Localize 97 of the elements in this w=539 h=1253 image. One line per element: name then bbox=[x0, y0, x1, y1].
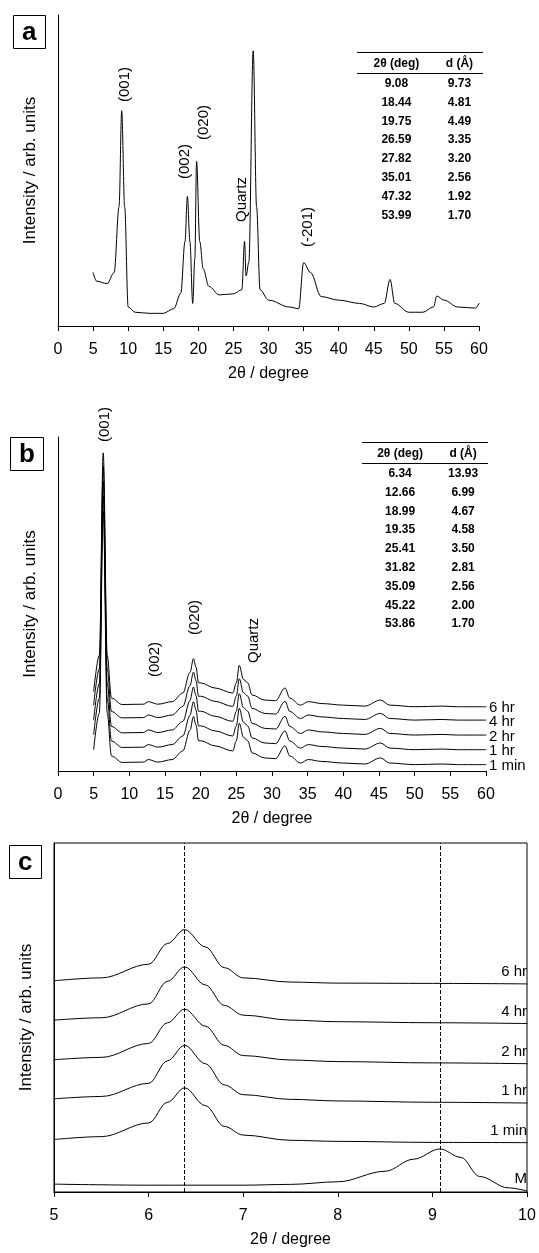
annotation: 26.59 bbox=[380, 131, 413, 149]
annotation: d (Å) bbox=[438, 442, 488, 464]
annotation: 6.99 bbox=[450, 483, 476, 501]
x-tick-label: 0 bbox=[53, 784, 63, 802]
annotation: 18.99 bbox=[384, 502, 417, 520]
annotation: 25.41 bbox=[384, 540, 417, 558]
annotation: 47.32 bbox=[380, 187, 413, 205]
annotation: 19.35 bbox=[384, 521, 417, 539]
x-tick-label: 20 bbox=[191, 784, 210, 802]
annotation: 1.70 bbox=[450, 615, 476, 633]
annotation: 2.56 bbox=[446, 169, 473, 186]
chart-title: c bbox=[18, 846, 33, 876]
x-tick-label: 15 bbox=[156, 784, 174, 802]
annotation: (-201) bbox=[297, 206, 315, 247]
x-tick-label: 40 bbox=[329, 339, 348, 357]
annotation: 13.93 bbox=[447, 465, 480, 482]
annotation: 18.44 bbox=[380, 93, 413, 111]
x-tick-label: 5 bbox=[88, 339, 98, 357]
annotation: 2.81 bbox=[450, 559, 476, 576]
annotation: 35.09 bbox=[384, 577, 417, 595]
annotation: 53.86 bbox=[384, 615, 417, 633]
x-tick-label: 9 bbox=[427, 1205, 437, 1223]
series-label: 6 hr bbox=[501, 961, 527, 979]
annotation: 2.56 bbox=[450, 577, 476, 595]
x-axis-title: 2θ / degree bbox=[250, 1229, 332, 1247]
chart-title: a bbox=[22, 16, 37, 46]
x-tick-label: 35 bbox=[298, 784, 317, 802]
annotation: (001) bbox=[114, 66, 132, 102]
x-tick-label: 45 bbox=[370, 784, 388, 802]
x-axis-title: 2θ / degree bbox=[231, 808, 313, 826]
x-tick-label: 6 bbox=[144, 1205, 154, 1223]
annotation: 53.99 bbox=[380, 206, 413, 224]
text: (001) bbox=[94, 406, 112, 442]
x-axis-title: 2θ / degree bbox=[228, 363, 310, 381]
annotation: 19.75 bbox=[380, 112, 413, 130]
x-tick-label: 55 bbox=[441, 784, 460, 802]
annotation: 9.08 bbox=[383, 75, 410, 92]
annotation: 3.50 bbox=[450, 540, 476, 558]
x-tick-label: 10 bbox=[518, 1205, 536, 1223]
x-tick-label: 50 bbox=[399, 339, 418, 357]
annotation: (002) bbox=[144, 641, 162, 677]
annotation: (020) bbox=[184, 599, 202, 635]
annotation: 2.00 bbox=[450, 596, 476, 614]
y-axis-title: Intensity / arb. units bbox=[20, 96, 39, 245]
annotation: 35.01 bbox=[380, 169, 413, 186]
annotation: 12.66 bbox=[384, 483, 417, 501]
x-tick-label: 25 bbox=[224, 339, 243, 357]
annotation: 4.67 bbox=[450, 502, 476, 520]
series-label: 1 hr bbox=[489, 741, 515, 759]
x-tick-label: 0 bbox=[53, 339, 63, 357]
annotation: 2θ (deg) bbox=[362, 442, 439, 464]
x-tick-label: 15 bbox=[154, 339, 173, 357]
annotation: 4.58 bbox=[450, 521, 476, 539]
series-label: 1 hr bbox=[501, 1081, 527, 1099]
annotation: Quartz bbox=[243, 617, 261, 663]
x-tick-label: 45 bbox=[364, 339, 383, 357]
x-tick-label: 55 bbox=[435, 339, 453, 357]
annotation: d (Å) bbox=[435, 52, 483, 74]
annotation: (020) bbox=[193, 104, 211, 140]
x-tick-label: 10 bbox=[120, 784, 139, 802]
series-label: 2 hr bbox=[501, 1041, 527, 1059]
x-tick-label: 7 bbox=[238, 1205, 248, 1223]
x-tick-label: 35 bbox=[294, 339, 313, 357]
annotation: Quartz bbox=[231, 176, 249, 222]
series-label: 4 hr bbox=[501, 1001, 527, 1019]
annotation: 1.70 bbox=[446, 206, 473, 224]
annotation: (002) bbox=[174, 143, 192, 179]
x-tick-label: 50 bbox=[405, 784, 424, 802]
x-tick-label: 30 bbox=[259, 339, 278, 357]
x-tick-label: 5 bbox=[49, 1205, 59, 1223]
x-tick-label: 60 bbox=[477, 784, 495, 802]
annotation: 4.81 bbox=[446, 93, 473, 111]
x-tick-label: 25 bbox=[227, 784, 246, 802]
annotation: 9.73 bbox=[446, 75, 473, 92]
chart-title: b bbox=[19, 438, 35, 468]
annotation: 2θ (deg) bbox=[357, 52, 436, 74]
series-label: 1 min bbox=[490, 1120, 527, 1138]
y-axis-title: Intensity / arb. units bbox=[16, 943, 35, 1092]
series-label: 1 min bbox=[489, 756, 526, 774]
x-tick-label: 30 bbox=[263, 784, 281, 802]
annotation: 6.34 bbox=[387, 465, 413, 482]
annotation: 1.92 bbox=[446, 187, 473, 205]
annotation: 45.22 bbox=[384, 596, 417, 614]
series-label: 2 hr bbox=[489, 726, 515, 744]
x-tick-label: 60 bbox=[470, 339, 488, 357]
annotation: 27.82 bbox=[380, 150, 413, 168]
x-tick-label: 10 bbox=[119, 339, 138, 357]
annotation: 3.35 bbox=[446, 131, 473, 149]
series-label: M bbox=[514, 1168, 527, 1186]
x-tick-label: 8 bbox=[333, 1205, 343, 1223]
y-axis-title: Intensity / arb. units bbox=[20, 530, 39, 678]
annotation: 31.82 bbox=[384, 559, 417, 576]
x-tick-label: 5 bbox=[89, 784, 99, 802]
x-tick-label: 20 bbox=[189, 339, 208, 357]
annotation: 3.20 bbox=[446, 150, 473, 168]
annotation: 4.49 bbox=[446, 112, 473, 130]
x-tick-label: 40 bbox=[334, 784, 353, 802]
